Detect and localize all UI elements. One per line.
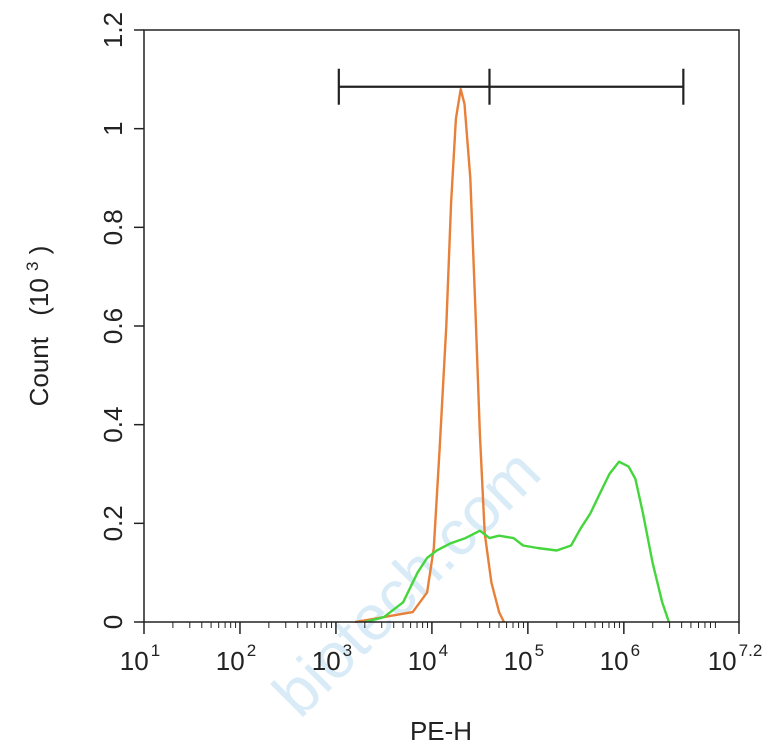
y-axis-title: Count (10 3 ) [14,246,54,407]
y-tick-label: 0.4 [98,407,128,443]
y-tick-label: 0.6 [98,308,128,344]
x-tick-label: 10 7.2 [708,641,763,676]
y-tick-label: 1.2 [98,12,128,48]
gate-layer [337,68,685,105]
y-tick-label: 0 [98,615,128,629]
axes-layer: 0 0.2 0.4 0.6 0.8 1 1.2 10 1 10 2 10 3 10 4 10 5 10 6 10 7.2 [98,12,762,676]
x-tick-label: 10 1 [120,641,160,676]
y-axis-title-unit-close: ) [24,246,54,255]
x-axis-title: PE-H [410,716,472,746]
y-axis-title-unit-exp: 3 [23,262,42,271]
y-axis-title-main: Count [24,336,54,406]
x-tick-label: 10 4 [408,641,448,676]
watermark: biotech.com [259,435,554,730]
y-tick-label: 1 [98,121,128,135]
x-tick-label: 10 6 [600,641,640,676]
x-tick-label: 10 5 [504,641,544,676]
y-tick-label: 0.8 [98,209,128,245]
x-tick-label: 10 3 [312,641,352,676]
series-line-2 [364,460,671,624]
series-line-1 [354,88,505,624]
series-layer [354,88,671,624]
y-tick-label: 0.2 [98,505,128,541]
x-tick-label: 10 2 [216,641,256,676]
y-axis-title-unit-base: (10 [24,278,54,316]
